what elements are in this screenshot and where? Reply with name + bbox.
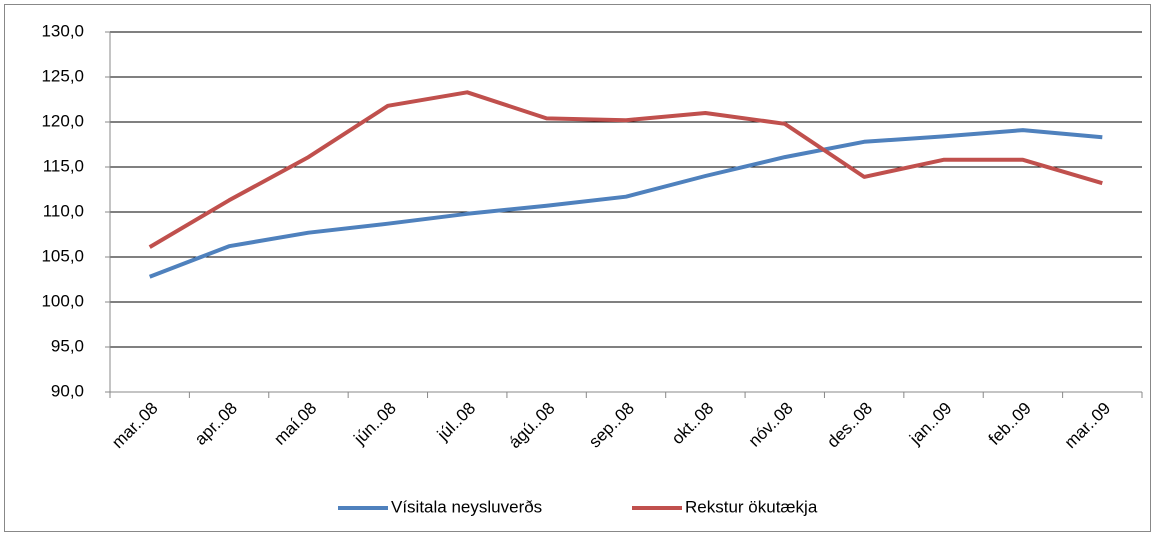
chart-border: [4, 4, 1151, 532]
data-line: [148, 90, 1103, 249]
y-tick-label: 130,0: [41, 21, 84, 40]
y-tick-label: 120,0: [41, 111, 84, 130]
data-line: [148, 128, 1103, 279]
y-tick-label: 125,0: [41, 66, 84, 85]
y-tick-label: 100,0: [41, 291, 84, 310]
y-tick-label: 110,0: [43, 201, 84, 220]
y-tick-label: 90,0: [51, 381, 84, 400]
y-tick-label: 95,0: [51, 336, 84, 355]
legend-label: Vísitala neysluverðs: [391, 497, 542, 516]
y-tick-label: 105,0: [41, 246, 84, 265]
legend-label: Rekstur ökutækja: [685, 497, 818, 516]
y-tick-label: 115,0: [43, 156, 84, 175]
